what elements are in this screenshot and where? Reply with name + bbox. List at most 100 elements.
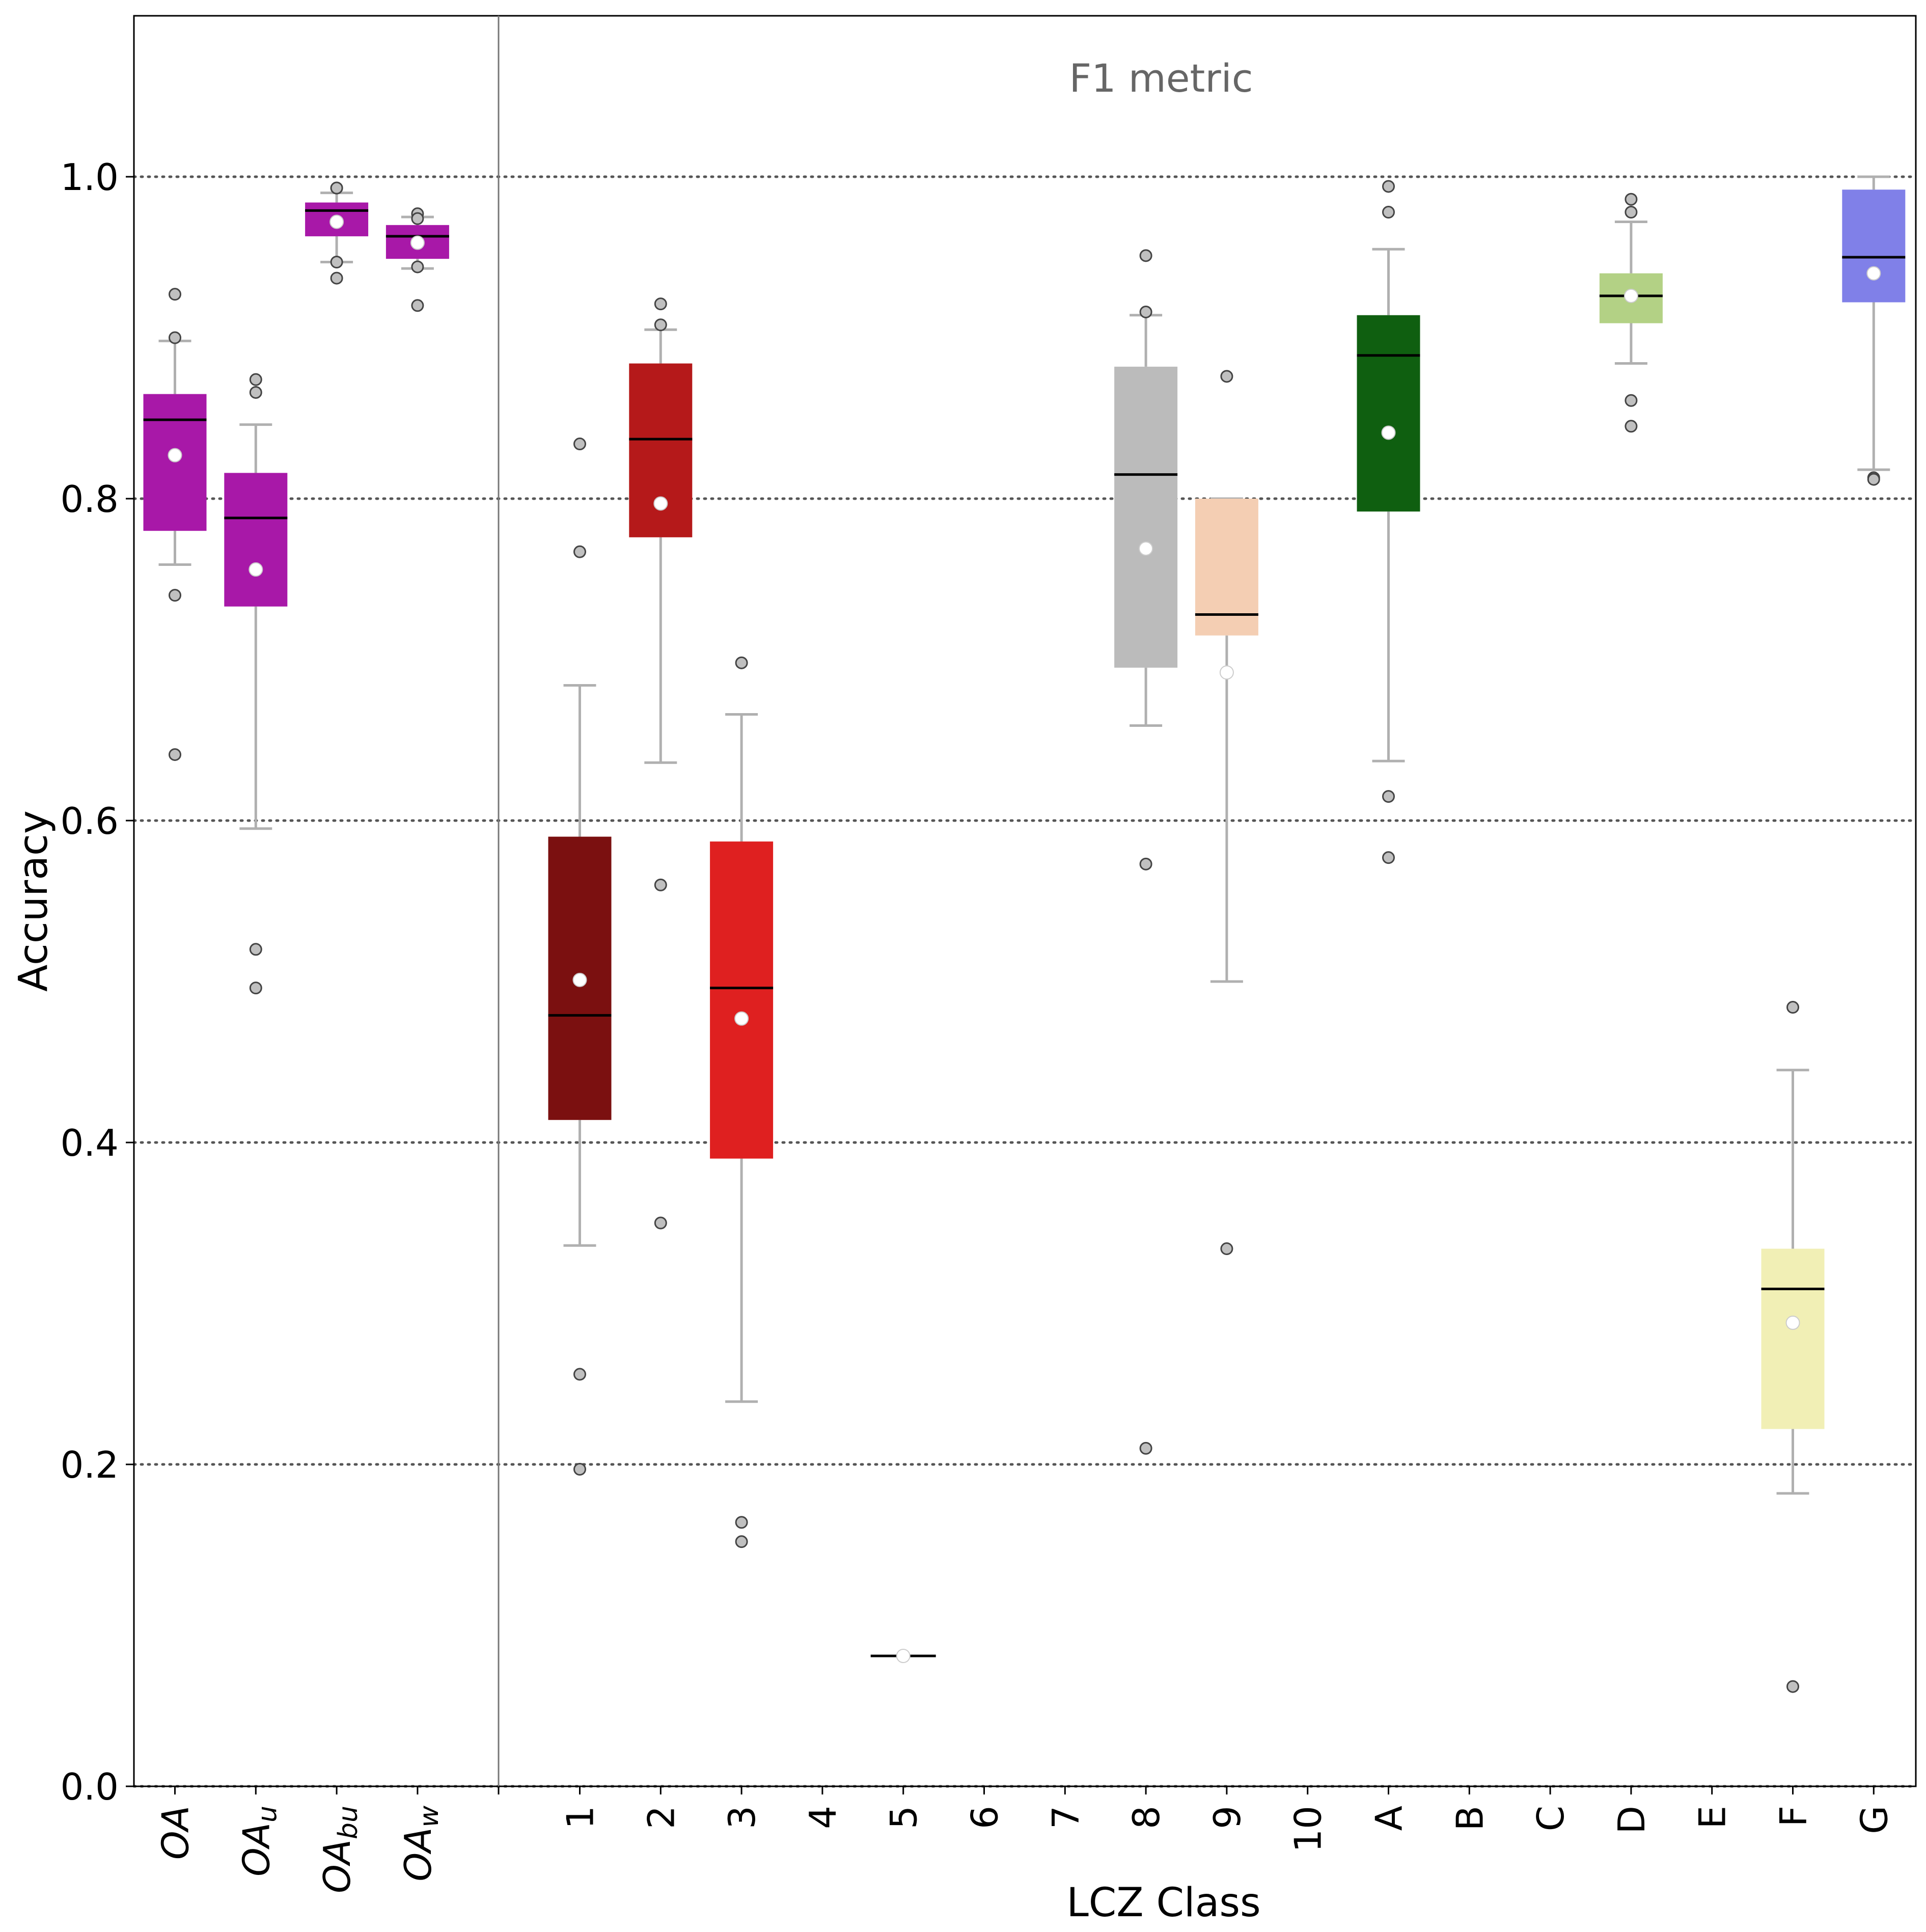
- x-tick-subscript: w: [414, 1806, 445, 1828]
- outlier-point: [1382, 790, 1395, 803]
- outlier-point: [169, 589, 181, 602]
- outlier-point: [1139, 249, 1152, 262]
- box-1: [548, 438, 612, 1476]
- x-tick-subscript: u: [252, 1806, 283, 1822]
- outlier-point: [1625, 420, 1638, 433]
- mean-marker: [1139, 541, 1153, 556]
- x-tick-label: 8: [1125, 1806, 1168, 1829]
- outlier-point: [249, 982, 262, 995]
- y-tick-label: 0.6: [60, 800, 119, 842]
- mean-marker: [653, 496, 668, 511]
- x-tick-base: OA: [397, 1828, 439, 1882]
- outlier-point: [330, 181, 343, 195]
- outlier-point: [1382, 180, 1395, 193]
- outlier-point: [1382, 851, 1395, 864]
- outlier-point: [1625, 193, 1638, 206]
- x-axis-label: LCZ Class: [1066, 1880, 1260, 1926]
- x-tick-label: OAw: [397, 1806, 445, 1882]
- outlier-point: [573, 438, 586, 451]
- box-body: [143, 394, 207, 531]
- outlier-point: [169, 331, 181, 344]
- outlier-point: [249, 386, 262, 399]
- outlier-point: [249, 943, 262, 956]
- x-tick-label: OAbu: [316, 1806, 364, 1893]
- mean-marker: [1785, 1315, 1800, 1330]
- x-tick-label: 10: [1287, 1806, 1330, 1853]
- box-9: [1195, 370, 1258, 1256]
- box-body: [1842, 189, 1906, 303]
- box-OA: [143, 288, 207, 761]
- x-tick-label: A: [1368, 1806, 1411, 1831]
- outlier-point: [249, 373, 262, 386]
- mean-marker: [734, 1011, 749, 1026]
- box-body: [629, 363, 693, 537]
- x-tick-label: C: [1529, 1806, 1572, 1831]
- mean-marker: [896, 1649, 911, 1664]
- outlier-point: [573, 545, 586, 558]
- y-tick-label: 0.0: [60, 1765, 119, 1808]
- mean-marker: [1219, 665, 1234, 680]
- x-tick-label: D: [1610, 1806, 1653, 1834]
- box-OAu: [224, 373, 288, 995]
- outlier-point: [1786, 1680, 1799, 1693]
- outlier-point: [1625, 206, 1638, 219]
- outlier-point: [573, 1462, 586, 1476]
- box-G: [1842, 175, 1906, 486]
- outlier-point: [654, 318, 667, 332]
- plot-frame: [133, 15, 1917, 1787]
- outlier-point: [654, 878, 667, 891]
- y-tick-label: 0.4: [60, 1122, 119, 1164]
- x-tick-label: B: [1448, 1806, 1491, 1831]
- outlier-point: [169, 288, 181, 301]
- outlier-point: [1625, 394, 1638, 407]
- outlier-point: [1382, 206, 1395, 219]
- box-2: [629, 297, 693, 1230]
- mean-marker: [249, 562, 263, 577]
- box-body: [710, 841, 774, 1159]
- x-tick-label: 9: [1206, 1806, 1249, 1829]
- mean-marker: [410, 235, 425, 250]
- x-tick-label: 1: [559, 1806, 602, 1829]
- mean-marker: [1624, 288, 1638, 303]
- y-axis-label: Accuracy: [11, 810, 57, 992]
- outlier-point: [735, 1516, 748, 1529]
- box-8: [1114, 249, 1178, 1455]
- outlier-point: [654, 1216, 667, 1230]
- box-body: [1114, 366, 1178, 668]
- x-tick-label: E: [1691, 1806, 1734, 1829]
- x-tick-label: 7: [1044, 1806, 1087, 1829]
- x-tick-label: G: [1853, 1806, 1895, 1834]
- outlier-point: [1139, 1441, 1152, 1455]
- box-series: [143, 175, 1906, 1693]
- x-tick-label: 5: [883, 1806, 925, 1829]
- box-5: [870, 1649, 936, 1664]
- mean-marker: [329, 214, 344, 229]
- box-OAw: [386, 207, 449, 312]
- x-tick-label: F: [1772, 1806, 1815, 1827]
- x-tick-base: OA: [235, 1822, 278, 1876]
- x-tick-label: OA: [154, 1806, 197, 1860]
- box-body: [1357, 315, 1420, 512]
- outlier-point: [1139, 305, 1152, 318]
- box-D: [1599, 193, 1663, 433]
- x-tick-label: 3: [721, 1806, 763, 1829]
- outlier-point: [573, 1368, 586, 1381]
- box-F: [1761, 1001, 1825, 1693]
- box-3: [710, 656, 774, 1548]
- box-OAbu: [305, 181, 369, 285]
- outlier-point: [411, 212, 424, 225]
- x-tick-label: 2: [640, 1806, 682, 1829]
- outlier-point: [169, 748, 181, 761]
- y-tick-label: 1.0: [60, 156, 119, 199]
- x-tick-label: OAu: [235, 1806, 283, 1876]
- outlier-point: [1220, 1242, 1233, 1256]
- box-body: [1195, 499, 1258, 636]
- x-tick-label: 6: [964, 1806, 1006, 1829]
- mean-marker: [572, 972, 587, 987]
- y-tick-label: 0.2: [60, 1444, 119, 1486]
- box-body: [1761, 1248, 1825, 1429]
- mean-marker: [1866, 266, 1881, 281]
- y-tick-label: 0.8: [60, 478, 119, 521]
